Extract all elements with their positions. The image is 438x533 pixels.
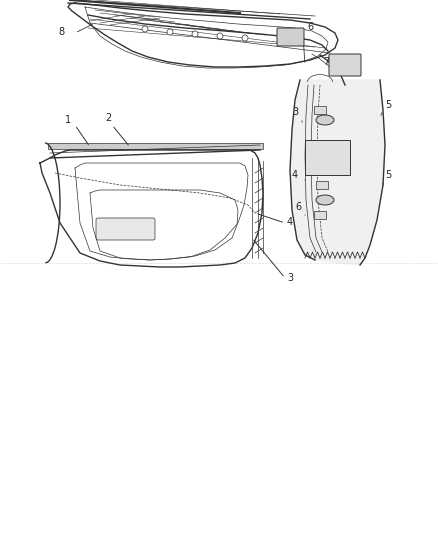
- Text: 4: 4: [292, 170, 298, 180]
- Text: 5: 5: [385, 170, 391, 180]
- Text: 7: 7: [323, 57, 329, 67]
- Bar: [314, 211, 326, 219]
- Bar: [305, 140, 350, 175]
- Text: 2: 2: [105, 113, 111, 123]
- Ellipse shape: [316, 195, 334, 205]
- Bar: [48, 143, 263, 149]
- Text: 6: 6: [295, 202, 301, 212]
- FancyBboxPatch shape: [277, 28, 304, 46]
- Text: 1: 1: [65, 115, 71, 125]
- FancyBboxPatch shape: [96, 218, 155, 240]
- Circle shape: [192, 31, 198, 37]
- Bar: [318, 146, 330, 154]
- Ellipse shape: [316, 115, 334, 125]
- Text: 8: 8: [58, 27, 64, 37]
- Text: 5: 5: [385, 100, 391, 110]
- Circle shape: [142, 26, 148, 32]
- Circle shape: [167, 29, 173, 35]
- Circle shape: [217, 33, 223, 39]
- Text: 6: 6: [307, 22, 313, 32]
- Polygon shape: [290, 80, 385, 265]
- Text: 4: 4: [287, 217, 293, 227]
- Circle shape: [242, 35, 248, 41]
- Bar: [316, 181, 328, 189]
- Text: 3: 3: [292, 107, 298, 117]
- Text: 3: 3: [287, 273, 293, 283]
- Bar: [314, 106, 326, 114]
- FancyBboxPatch shape: [329, 54, 361, 76]
